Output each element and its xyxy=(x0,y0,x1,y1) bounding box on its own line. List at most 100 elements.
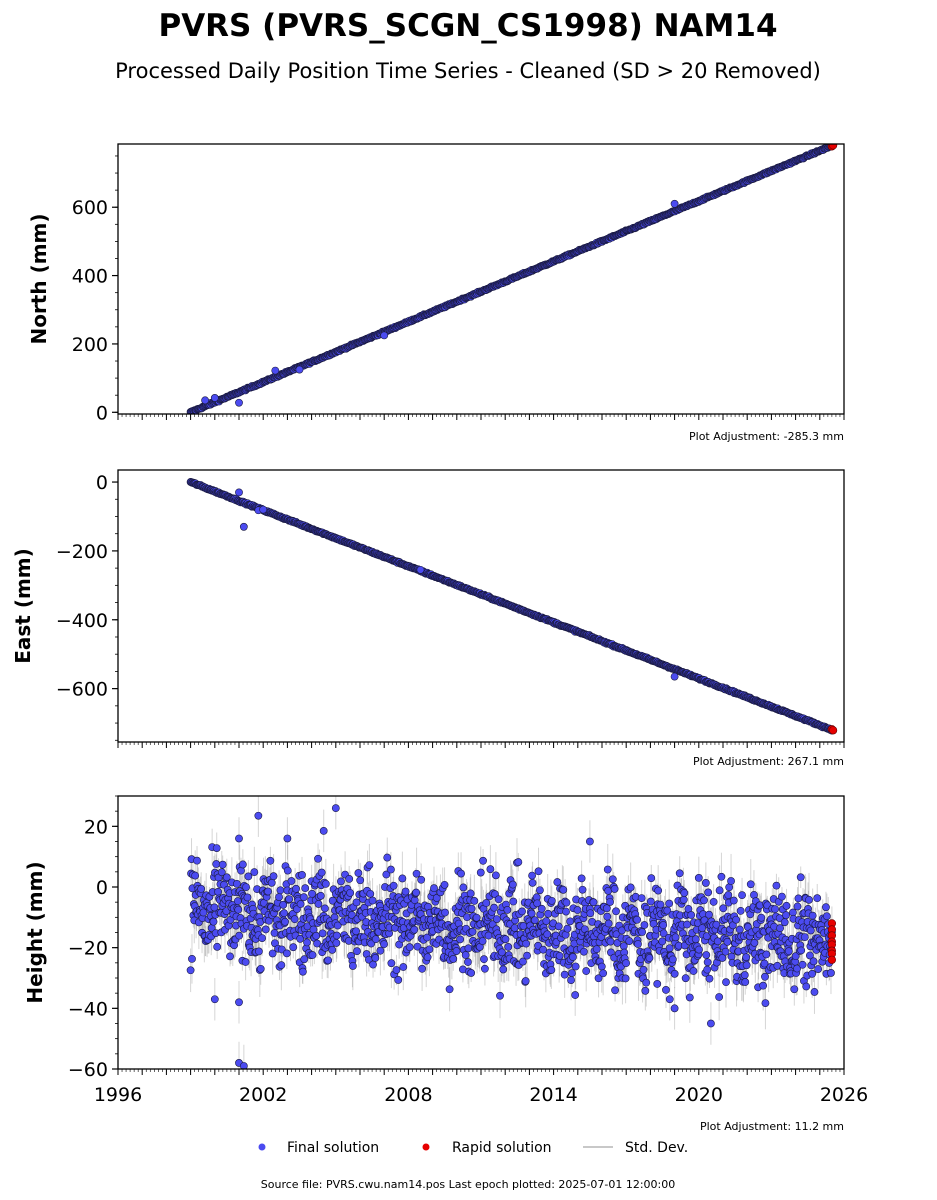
final-point xyxy=(281,917,289,926)
final-point xyxy=(662,986,670,994)
final-point xyxy=(680,889,689,897)
final-point xyxy=(470,896,479,905)
final-point xyxy=(321,904,329,913)
final-point xyxy=(757,913,766,922)
final-point xyxy=(308,951,317,959)
final-point xyxy=(239,522,248,531)
final-point xyxy=(675,869,684,878)
final-point xyxy=(410,925,419,934)
final-point xyxy=(760,959,769,968)
final-point xyxy=(562,907,570,916)
final-point xyxy=(392,966,401,974)
final-point xyxy=(277,961,286,970)
final-point xyxy=(282,949,291,958)
final-point xyxy=(534,867,543,876)
final-point xyxy=(279,900,288,909)
final-point xyxy=(452,947,461,955)
final-point xyxy=(401,887,410,896)
final-point xyxy=(441,908,449,917)
final-point xyxy=(365,861,374,869)
final-point xyxy=(665,899,674,908)
final-point xyxy=(641,986,650,995)
final-point xyxy=(267,878,276,887)
y-tick-label: −200 xyxy=(56,541,108,563)
final-point xyxy=(715,993,724,1001)
final-point xyxy=(321,879,330,888)
final-point xyxy=(270,929,279,937)
final-point xyxy=(671,933,680,942)
final-point xyxy=(301,884,310,893)
final-point xyxy=(490,903,498,912)
final-point xyxy=(269,872,278,881)
final-point xyxy=(418,964,426,973)
final-point xyxy=(368,896,377,905)
final-point xyxy=(468,927,477,936)
final-point xyxy=(724,891,733,899)
final-point xyxy=(324,956,333,965)
final-point xyxy=(318,929,327,938)
final-point xyxy=(259,505,268,514)
final-point xyxy=(592,945,601,954)
final-point xyxy=(685,993,694,1002)
final-point xyxy=(638,928,647,936)
final-point xyxy=(670,199,679,208)
final-point xyxy=(285,895,294,903)
final-point xyxy=(366,889,375,898)
final-point xyxy=(633,915,641,924)
final-point xyxy=(226,952,234,961)
final-point xyxy=(715,886,724,895)
final-point xyxy=(499,965,508,974)
final-point xyxy=(738,891,746,900)
final-point xyxy=(290,915,299,924)
final-point xyxy=(569,953,577,961)
final-point xyxy=(210,394,219,402)
final-point xyxy=(683,920,691,929)
final-point xyxy=(244,872,253,881)
final-point xyxy=(472,913,481,922)
final-point xyxy=(387,865,395,874)
final-point xyxy=(647,874,656,883)
final-point xyxy=(622,959,630,968)
final-point xyxy=(562,898,571,907)
y-tick-label: −400 xyxy=(56,610,108,632)
final-point xyxy=(398,874,407,883)
final-point xyxy=(573,906,582,914)
final-point xyxy=(611,986,619,995)
panel-north: 0 200 400 600 North (mm) Plot Adjustment: -28… xyxy=(27,143,845,443)
final-point xyxy=(703,965,712,974)
final-point xyxy=(742,953,751,962)
final-point xyxy=(193,856,201,865)
final-point xyxy=(604,919,613,928)
final-point xyxy=(250,868,259,877)
final-point xyxy=(589,898,598,907)
final-point xyxy=(466,889,475,898)
final-point xyxy=(665,944,674,953)
final-point xyxy=(528,878,537,887)
final-point xyxy=(296,934,305,943)
final-point xyxy=(316,891,325,900)
final-point xyxy=(727,877,735,885)
final-point xyxy=(729,896,738,905)
final-point xyxy=(241,958,250,966)
final-point xyxy=(718,954,727,962)
final-point xyxy=(394,976,403,984)
final-point xyxy=(314,900,323,908)
final-point xyxy=(332,931,341,940)
final-point xyxy=(380,331,389,340)
final-point xyxy=(440,880,449,889)
final-point xyxy=(656,900,665,909)
final-point xyxy=(289,943,298,952)
final-point xyxy=(653,980,662,988)
final-point xyxy=(213,942,222,951)
final-point xyxy=(654,886,663,895)
final-point xyxy=(761,999,770,1008)
final-point xyxy=(459,883,468,892)
final-point xyxy=(501,935,510,944)
final-point xyxy=(382,870,391,879)
final-point xyxy=(212,860,221,868)
rapid-point xyxy=(829,144,838,150)
final-point xyxy=(268,949,277,958)
final-point xyxy=(514,858,523,866)
final-point xyxy=(537,904,546,913)
final-point xyxy=(509,897,518,906)
